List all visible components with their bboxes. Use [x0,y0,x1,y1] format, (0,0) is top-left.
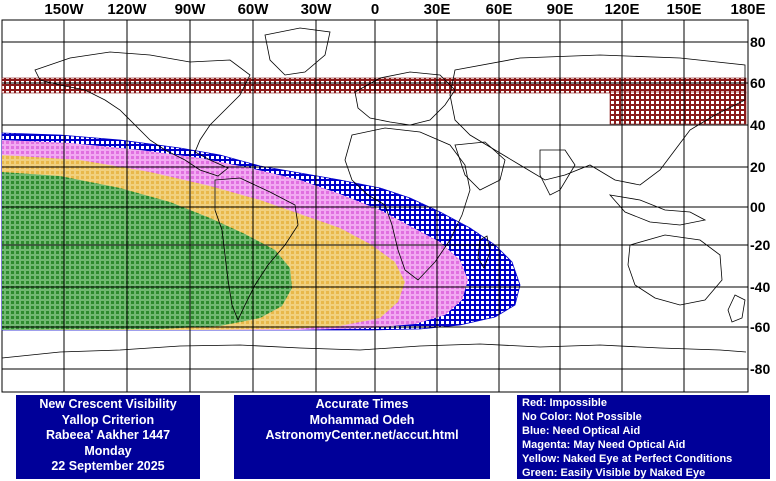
lon-label-90e: 90E [546,1,574,18]
legend-panel: Red: Impossible No Color: Not Possible B… [517,395,770,479]
lat-label-20: 20 [750,159,766,175]
legend-blue: Blue: Need Optical Aid [522,425,641,437]
lat-label-minus40: -40 [750,279,771,295]
lon-label-120w: 120W [107,1,147,18]
legend-no-color: No Color: Not Possible [522,411,642,423]
title-line-visibility: New Crescent Visibility [39,397,177,411]
legend-magenta: Magenta: May Need Optical Aid [522,439,686,451]
title-line-month: Rabeea' Aakher 1447 [45,428,171,442]
lon-label-0: 0 [370,1,380,18]
lon-label-60e: 60E [485,1,513,18]
australia-outline [627,234,723,306]
zone-red-impossible [1,77,747,94]
continent-outlines [1,27,747,359]
zone-red-extension [609,91,747,125]
legend-green: Green: Easily Visible by Naked Eye [522,467,706,479]
madagascar-outline [477,235,491,269]
lat-label-80: 80 [750,34,766,50]
lat-label-minus20: -20 [750,237,771,253]
world-map [1,19,749,393]
legend-yellow: Yellow: Naked Eye at Perfect Conditions [522,453,733,465]
south-america-outline [214,177,299,322]
lat-label-40: 40 [750,117,766,133]
north-america-outline [34,51,251,177]
title-line-criterion: Yallop Criterion [61,412,155,427]
title-panel: New Crescent Visibility Yallop Criterion… [16,395,200,479]
lon-label-30w: 30W [300,1,332,18]
greenland-outline [264,27,331,76]
lon-label-30e: 30E [423,1,451,18]
new-zealand-outline [727,294,746,323]
title-line-weekday: Monday [84,443,132,458]
arabia-outline [454,141,506,191]
lon-label-90w: 90W [174,1,206,18]
credits-line-title: Accurate Times [315,397,409,411]
credits-line-author: Mohammad Odeh [309,412,415,427]
lon-label-150e: 150E [666,1,702,18]
credits-line-url: AstronomyCenter.net/accut.html [265,428,459,442]
lat-label-60: 60 [750,75,766,91]
credits-panel: Accurate Times Mohammad Odeh AstronomyCe… [234,395,490,479]
lon-label-150w: 150W [44,1,84,18]
title-line-date: 22 September 2025 [51,459,165,473]
lon-label-180e: 180E [730,1,766,18]
southeast-asia-islands-outline [608,194,707,226]
lat-label-minus60: -60 [750,319,771,335]
asia-outline [449,54,746,186]
lon-label-120e: 120E [604,1,640,18]
legend-red: Red: Impossible [522,397,607,409]
africa-outline [344,127,471,281]
graticule-grid [2,20,748,392]
lon-label-60w: 60W [237,1,269,18]
lat-label-minus80: -80 [750,361,771,377]
lat-label-00: 00 [750,199,766,215]
antarctica-outline [1,343,747,359]
zone-green-easily-visible [2,172,292,330]
